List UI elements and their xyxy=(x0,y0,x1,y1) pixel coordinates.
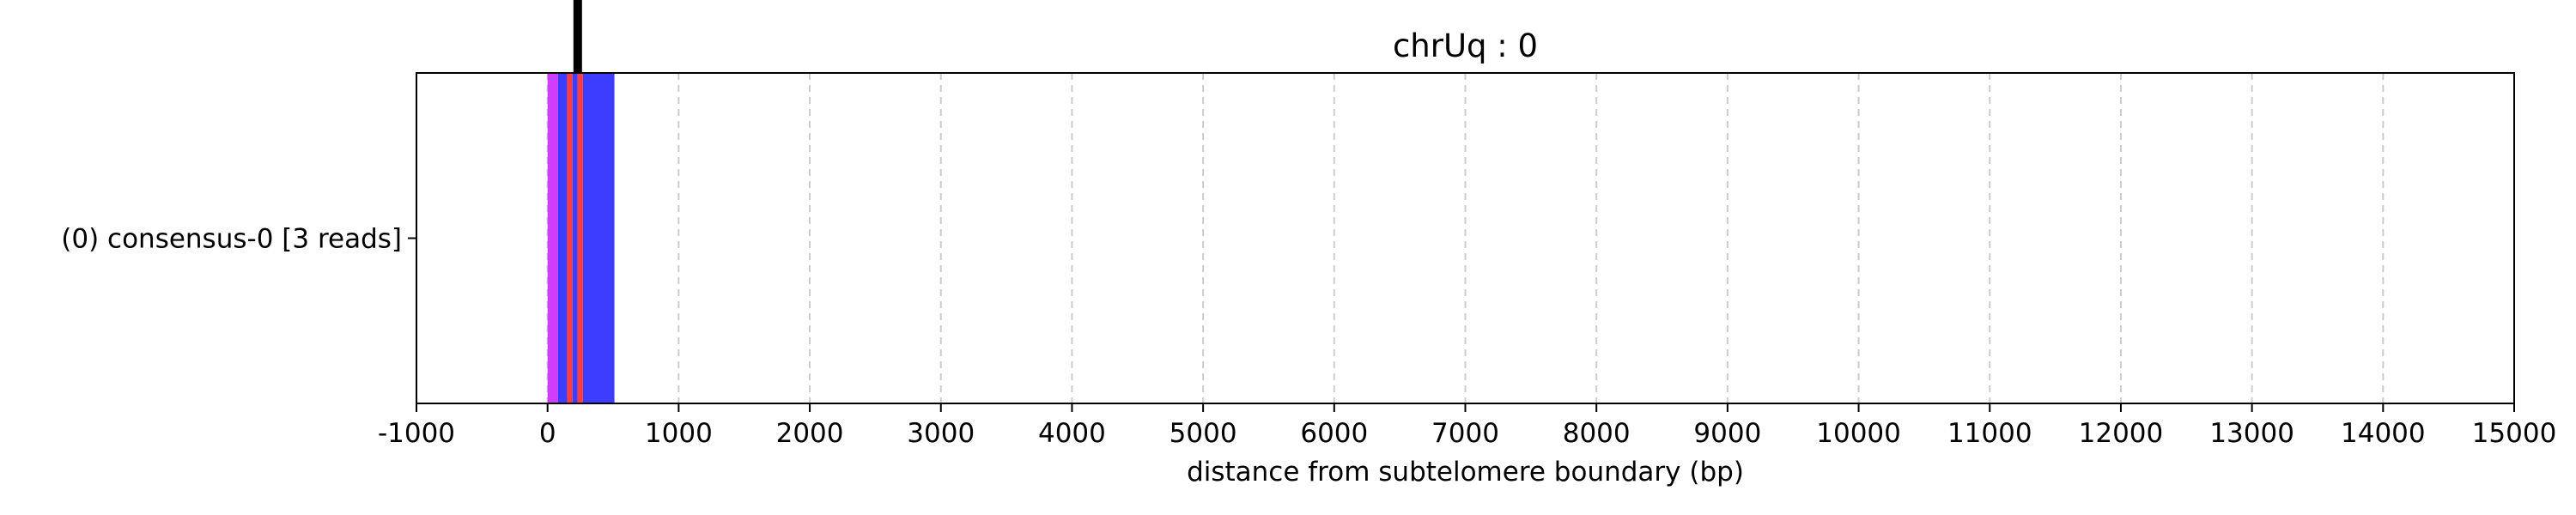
x-tick-label: 10000 xyxy=(1816,418,1901,449)
x-tick-label: 4000 xyxy=(1038,418,1106,449)
x-tick-label: 7000 xyxy=(1431,418,1499,449)
x-tick-label: 15000 xyxy=(2472,418,2557,449)
segment-3 xyxy=(572,74,578,403)
x-tick-label: 9000 xyxy=(1693,418,1761,449)
grid-lines xyxy=(546,73,2385,403)
x-tick-label: 1000 xyxy=(645,418,713,449)
y-tick-label: (0) consensus-0 [3 reads] xyxy=(61,224,402,255)
x-tick-label: 5000 xyxy=(1170,418,1237,449)
x-tick-label: 2000 xyxy=(776,418,844,449)
segment-0 xyxy=(547,74,558,403)
x-tick-label: 13000 xyxy=(2209,418,2294,449)
read-segments xyxy=(547,74,615,403)
x-tick-label: 6000 xyxy=(1300,418,1368,449)
x-tick-label: 3000 xyxy=(907,418,975,449)
x-tick-label: 12000 xyxy=(2079,418,2164,449)
segment-4 xyxy=(577,74,583,403)
x-tick-label: 14000 xyxy=(2341,418,2426,449)
y-axis-ticks: (0) consensus-0 [3 reads] xyxy=(61,224,416,255)
x-tick-label: -1000 xyxy=(378,418,455,449)
segment-5 xyxy=(582,74,615,403)
x-tick-label: 0 xyxy=(539,418,556,449)
segment-2 xyxy=(567,74,573,403)
chart-title: chrUq : 0 xyxy=(1393,27,1538,64)
x-tick-label: 8000 xyxy=(1563,418,1631,449)
x-axis-ticks: -1000 0 1000 2000 3000 4000 5000 6000 7000 8000 90… xyxy=(378,403,2556,449)
segment-1 xyxy=(557,74,568,403)
x-tick-label: 11000 xyxy=(1947,418,2032,449)
x-axis-label: distance from subtelomere boundary (bp) xyxy=(1187,457,1744,488)
